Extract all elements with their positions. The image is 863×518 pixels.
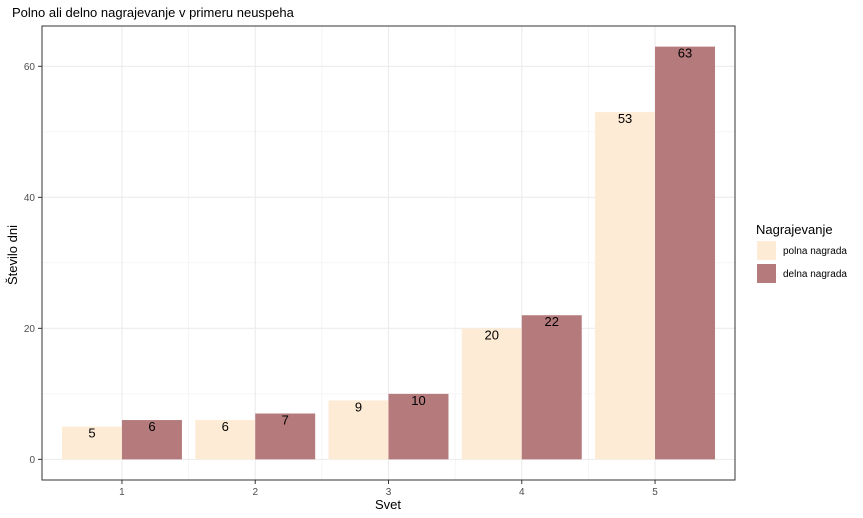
data-label: 22: [545, 314, 559, 329]
y-axis: 0 20 40 60: [24, 62, 42, 466]
y-tick-label: 60: [24, 62, 36, 73]
legend-label: polna nagrada: [783, 246, 847, 257]
data-label: 6: [222, 419, 229, 434]
bar: [328, 400, 389, 460]
bar: [255, 413, 316, 460]
data-label: 53: [618, 111, 632, 126]
x-tick-label: 3: [386, 487, 392, 498]
x-tick-label: 5: [652, 487, 658, 498]
y-tick-label: 40: [24, 193, 36, 204]
y-tick-label: 0: [29, 455, 35, 466]
x-axis: 1 2 3 4 5: [119, 480, 658, 498]
x-tick-label: 1: [119, 487, 125, 498]
legend-key: [757, 241, 776, 260]
bar: [388, 393, 449, 460]
data-label: 5: [88, 426, 95, 441]
x-tick-label: 2: [252, 487, 258, 498]
data-label: 10: [411, 393, 425, 408]
bar: [61, 426, 122, 460]
x-axis-title: Svet: [375, 497, 401, 512]
data-label: 7: [282, 413, 289, 428]
chart-title: Polno ali delno nagrajevanje v primeru n…: [12, 5, 295, 20]
bar: [195, 420, 256, 460]
legend-key: [757, 264, 776, 283]
data-labels: 5 6 9 20 53 6 7 10 22 63: [88, 46, 692, 441]
bar: [461, 328, 522, 460]
data-label: 63: [678, 46, 692, 61]
data-label: 20: [485, 327, 499, 342]
bars: [61, 46, 716, 460]
bar: [655, 46, 716, 460]
bar: [121, 420, 182, 460]
x-tick-label: 4: [519, 487, 525, 498]
panel-border: [41, 25, 736, 481]
legend: Nagrajevanje polna nagrada delna nagrada: [756, 222, 847, 283]
bar: [595, 112, 656, 460]
data-label: 9: [355, 399, 362, 414]
legend-label: delna nagrada: [783, 269, 847, 280]
data-label: 6: [148, 419, 155, 434]
bar: [521, 315, 582, 460]
legend-title: Nagrajevanje: [756, 222, 833, 237]
y-tick-label: 20: [24, 324, 36, 335]
y-axis-title: Število dni: [5, 225, 20, 285]
